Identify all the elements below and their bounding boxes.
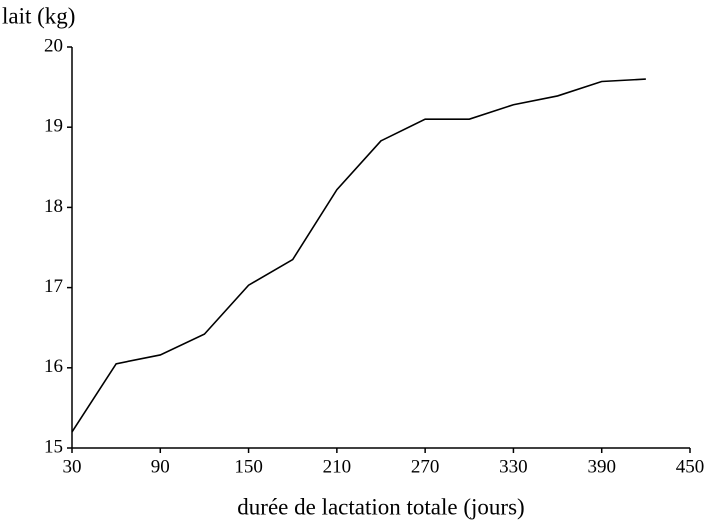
y-axis-title: lait (kg) bbox=[2, 3, 75, 28]
y-tick-label: 19 bbox=[44, 116, 63, 137]
line-series bbox=[71, 78, 646, 433]
y-tick-label: 16 bbox=[44, 356, 63, 377]
x-tick-label: 150 bbox=[234, 456, 263, 477]
x-tick-label: 210 bbox=[323, 456, 352, 477]
x-tick-label: 90 bbox=[151, 456, 170, 477]
x-tick-label: 30 bbox=[63, 456, 82, 477]
x-tick-label: 330 bbox=[499, 456, 528, 477]
x-tick-label: 450 bbox=[676, 456, 705, 477]
x-axis-title: durée de lactation totale (jours) bbox=[237, 494, 524, 519]
x-tick-label: 270 bbox=[411, 456, 440, 477]
x-tick-label: 390 bbox=[587, 456, 616, 477]
y-tick-label: 17 bbox=[44, 276, 63, 297]
y-tick-label: 18 bbox=[44, 196, 63, 217]
y-tick-label: 20 bbox=[44, 35, 63, 56]
y-tick-label: 15 bbox=[44, 436, 63, 457]
